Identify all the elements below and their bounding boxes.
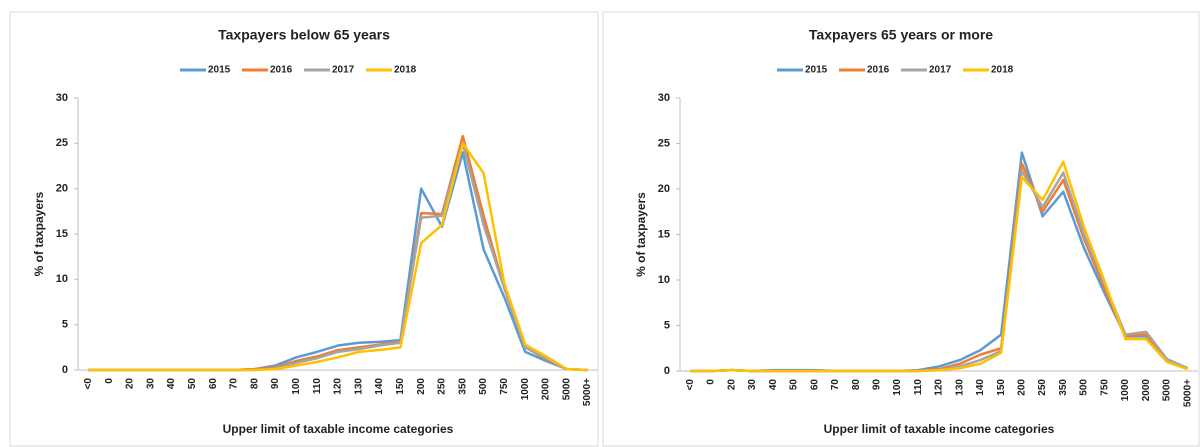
legend-label: 2016 [270, 65, 293, 76]
x-tick-label: 70 [830, 379, 841, 391]
legend-label: 2016 [867, 65, 890, 76]
y-tick-label: 15 [658, 228, 670, 240]
legend-label: 2017 [929, 65, 952, 76]
x-axis-title: Upper limit of taxable income categories [824, 422, 1055, 436]
x-tick-label: 20 [726, 379, 737, 391]
x-tick-label: 1000 [520, 378, 531, 401]
x-tick-label: 90 [871, 379, 882, 391]
x-tick-label: 5000+ [582, 378, 593, 406]
x-tick-label: 120 [333, 378, 344, 395]
x-tick-label: 0 [104, 378, 115, 384]
x-tick-label: 150 [395, 378, 406, 395]
series-line [88, 134, 588, 372]
y-tick-label: 5 [664, 319, 670, 331]
y-tick-label: 20 [56, 183, 68, 195]
x-tick-label: 60 [809, 379, 820, 391]
x-tick-label: 130 [353, 378, 364, 395]
series-line [88, 151, 588, 372]
x-tick-label: 110 [312, 378, 323, 395]
x-tick-label: 1000 [1120, 379, 1131, 402]
legend-label: 2018 [394, 65, 417, 76]
x-tick-label: 2000 [541, 378, 552, 401]
panel-border [9, 11, 599, 447]
x-tick-label: 120 [934, 379, 945, 396]
x-tick-label: 60 [208, 378, 219, 390]
x-tick-label: 250 [1037, 379, 1048, 396]
y-tick-label: 30 [658, 92, 670, 104]
x-tick-label: 130 [954, 379, 965, 396]
chart-title: Taxpayers 65 years or more [809, 27, 993, 43]
series-line [88, 142, 588, 372]
series-line [690, 160, 1189, 373]
legend-label: 2015 [805, 65, 828, 76]
panel-border [602, 11, 1200, 447]
x-tick-label: <0 [83, 378, 94, 390]
x-tick-label: 5000 [1162, 379, 1173, 402]
x-tick-label: 5000+ [1182, 379, 1193, 407]
x-tick-label: 140 [975, 379, 986, 396]
chart-title: Taxpayers below 65 years [218, 27, 390, 43]
y-tick-label: 5 [62, 319, 68, 331]
x-tick-label: 500 [1079, 379, 1090, 396]
y-tick-label: 10 [56, 273, 68, 285]
x-tick-label: 5000 [561, 378, 572, 401]
x-tick-label: 30 [145, 378, 156, 390]
x-tick-label: 40 [768, 379, 779, 391]
y-tick-label: 25 [56, 137, 68, 149]
series-line [690, 151, 1189, 373]
x-tick-label: 110 [913, 379, 924, 396]
series-line [690, 162, 1189, 373]
x-tick-label: <0 [685, 379, 696, 391]
y-tick-label: 25 [658, 137, 670, 149]
legend-label: 2018 [991, 65, 1014, 76]
y-axis-title: % of taxpayers [32, 191, 46, 276]
x-axis-title: Upper limit of taxable income categories [223, 422, 454, 436]
x-tick-label: 40 [166, 378, 177, 390]
x-tick-label: 250 [437, 378, 448, 395]
x-tick-label: 150 [996, 379, 1007, 396]
y-tick-label: 0 [62, 364, 68, 376]
y-tick-label: 20 [658, 183, 670, 195]
x-tick-label: 80 [249, 378, 260, 390]
y-axis-title: % of taxpayers [634, 192, 648, 277]
x-tick-label: 2000 [1141, 379, 1152, 402]
x-tick-label: 30 [747, 379, 758, 391]
x-tick-label: 0 [706, 379, 717, 385]
x-tick-label: 80 [851, 379, 862, 391]
legend-label: 2017 [332, 65, 355, 76]
y-tick-label: 0 [664, 365, 670, 377]
x-tick-label: 500 [478, 378, 489, 395]
x-tick-label: 100 [892, 379, 903, 396]
y-tick-label: 15 [56, 228, 68, 240]
x-tick-label: 50 [187, 378, 198, 390]
legend-label: 2015 [208, 65, 231, 76]
x-tick-label: 50 [789, 379, 800, 391]
x-tick-label: 140 [374, 378, 385, 395]
x-tick-label: 750 [499, 378, 510, 395]
x-tick-label: 200 [416, 378, 427, 395]
y-tick-label: 30 [56, 92, 68, 104]
series-line [690, 169, 1189, 373]
y-tick-label: 10 [658, 274, 670, 286]
x-tick-label: 350 [1058, 379, 1069, 396]
x-tick-label: 100 [291, 378, 302, 395]
x-tick-label: 750 [1099, 379, 1110, 396]
x-tick-label: 20 [125, 378, 136, 390]
x-tick-label: 90 [270, 378, 281, 390]
x-tick-label: 70 [229, 378, 240, 390]
x-tick-label: 350 [457, 378, 468, 395]
x-tick-label: 200 [1017, 379, 1028, 396]
series-line [88, 142, 588, 372]
